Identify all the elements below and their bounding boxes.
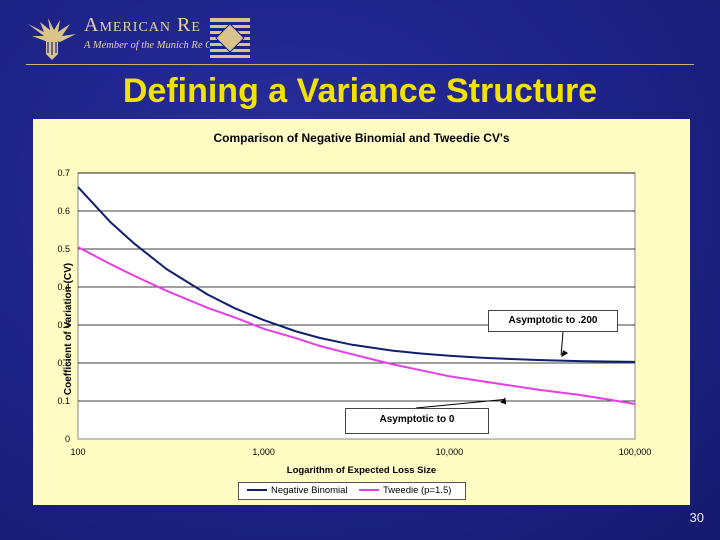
x-axis-label: Logarithm of Expected Loss Size <box>286 465 437 476</box>
slide-title: Defining a Variance Structure <box>122 72 598 110</box>
eagle-logo-icon <box>28 18 76 60</box>
annotation-arrow-0 <box>415 398 506 409</box>
legend-label-negative-binomial: Negative Binomial <box>271 485 348 496</box>
x-tick-label-3: 100,000 <box>619 447 652 457</box>
legend-swatch-negative-binomial <box>247 489 267 492</box>
annotation-asymptotic-0: Asymptotic to 0 <box>345 408 489 434</box>
x-tick-label-1: 1,000 <box>252 447 275 457</box>
chart-title: Comparison of Negative Binomial and Twee… <box>213 131 510 145</box>
series-line-0 <box>77 186 636 363</box>
y-tick-label-2: 0.2 <box>57 358 70 368</box>
header-rule <box>26 64 694 65</box>
annotation-arrow-200 <box>560 331 564 356</box>
annotation-asymptotic-200: Asymptotic to .200 <box>488 310 618 332</box>
brand: American Re A Member of the Munich Re Gr… <box>84 14 232 51</box>
plot-area <box>77 172 636 440</box>
series-line-1 <box>77 246 636 405</box>
annotation-arrowhead-200 <box>561 350 569 358</box>
y-tick-label-0: 0 <box>65 434 70 444</box>
y-tick-label-4: 0.4 <box>57 282 70 292</box>
legend-label-tweedie: Tweedie (p=1.5) <box>383 485 452 496</box>
y-tick-label-5: 0.5 <box>57 244 70 254</box>
flag-logo-icon <box>210 18 250 58</box>
y-tick-label-1: 0.1 <box>57 396 70 406</box>
legend-item-tweedie: Tweedie (p=1.5) <box>359 485 451 496</box>
page-number: 30 <box>689 510 704 525</box>
legend-item-negative-binomial: Negative Binomial <box>247 485 348 496</box>
y-tick-label-3: 0.3 <box>57 320 70 330</box>
x-tick-label-2: 10,000 <box>436 447 464 457</box>
header: American Re A Member of the Munich Re Gr… <box>0 0 720 68</box>
chart-area: Comparison of Negative Binomial and Twee… <box>33 119 690 505</box>
annotation-arrowhead-0 <box>500 397 507 405</box>
brand-subtitle: A Member of the Munich Re Group <box>84 40 233 51</box>
x-tick-label-0: 100 <box>70 447 85 457</box>
legend-swatch-tweedie <box>359 489 379 492</box>
y-tick-label-7: 0.7 <box>57 168 70 178</box>
brand-name: American Re <box>84 14 201 36</box>
line-chart: 0 0.1 0.2 0.3 0.4 0.5 0.6 0.7 100 1,000 10,000 100,… <box>57 168 652 457</box>
y-tick-label-6: 0.6 <box>57 206 70 216</box>
legend: Negative Binomial Tweedie (p=1.5) <box>238 482 466 500</box>
